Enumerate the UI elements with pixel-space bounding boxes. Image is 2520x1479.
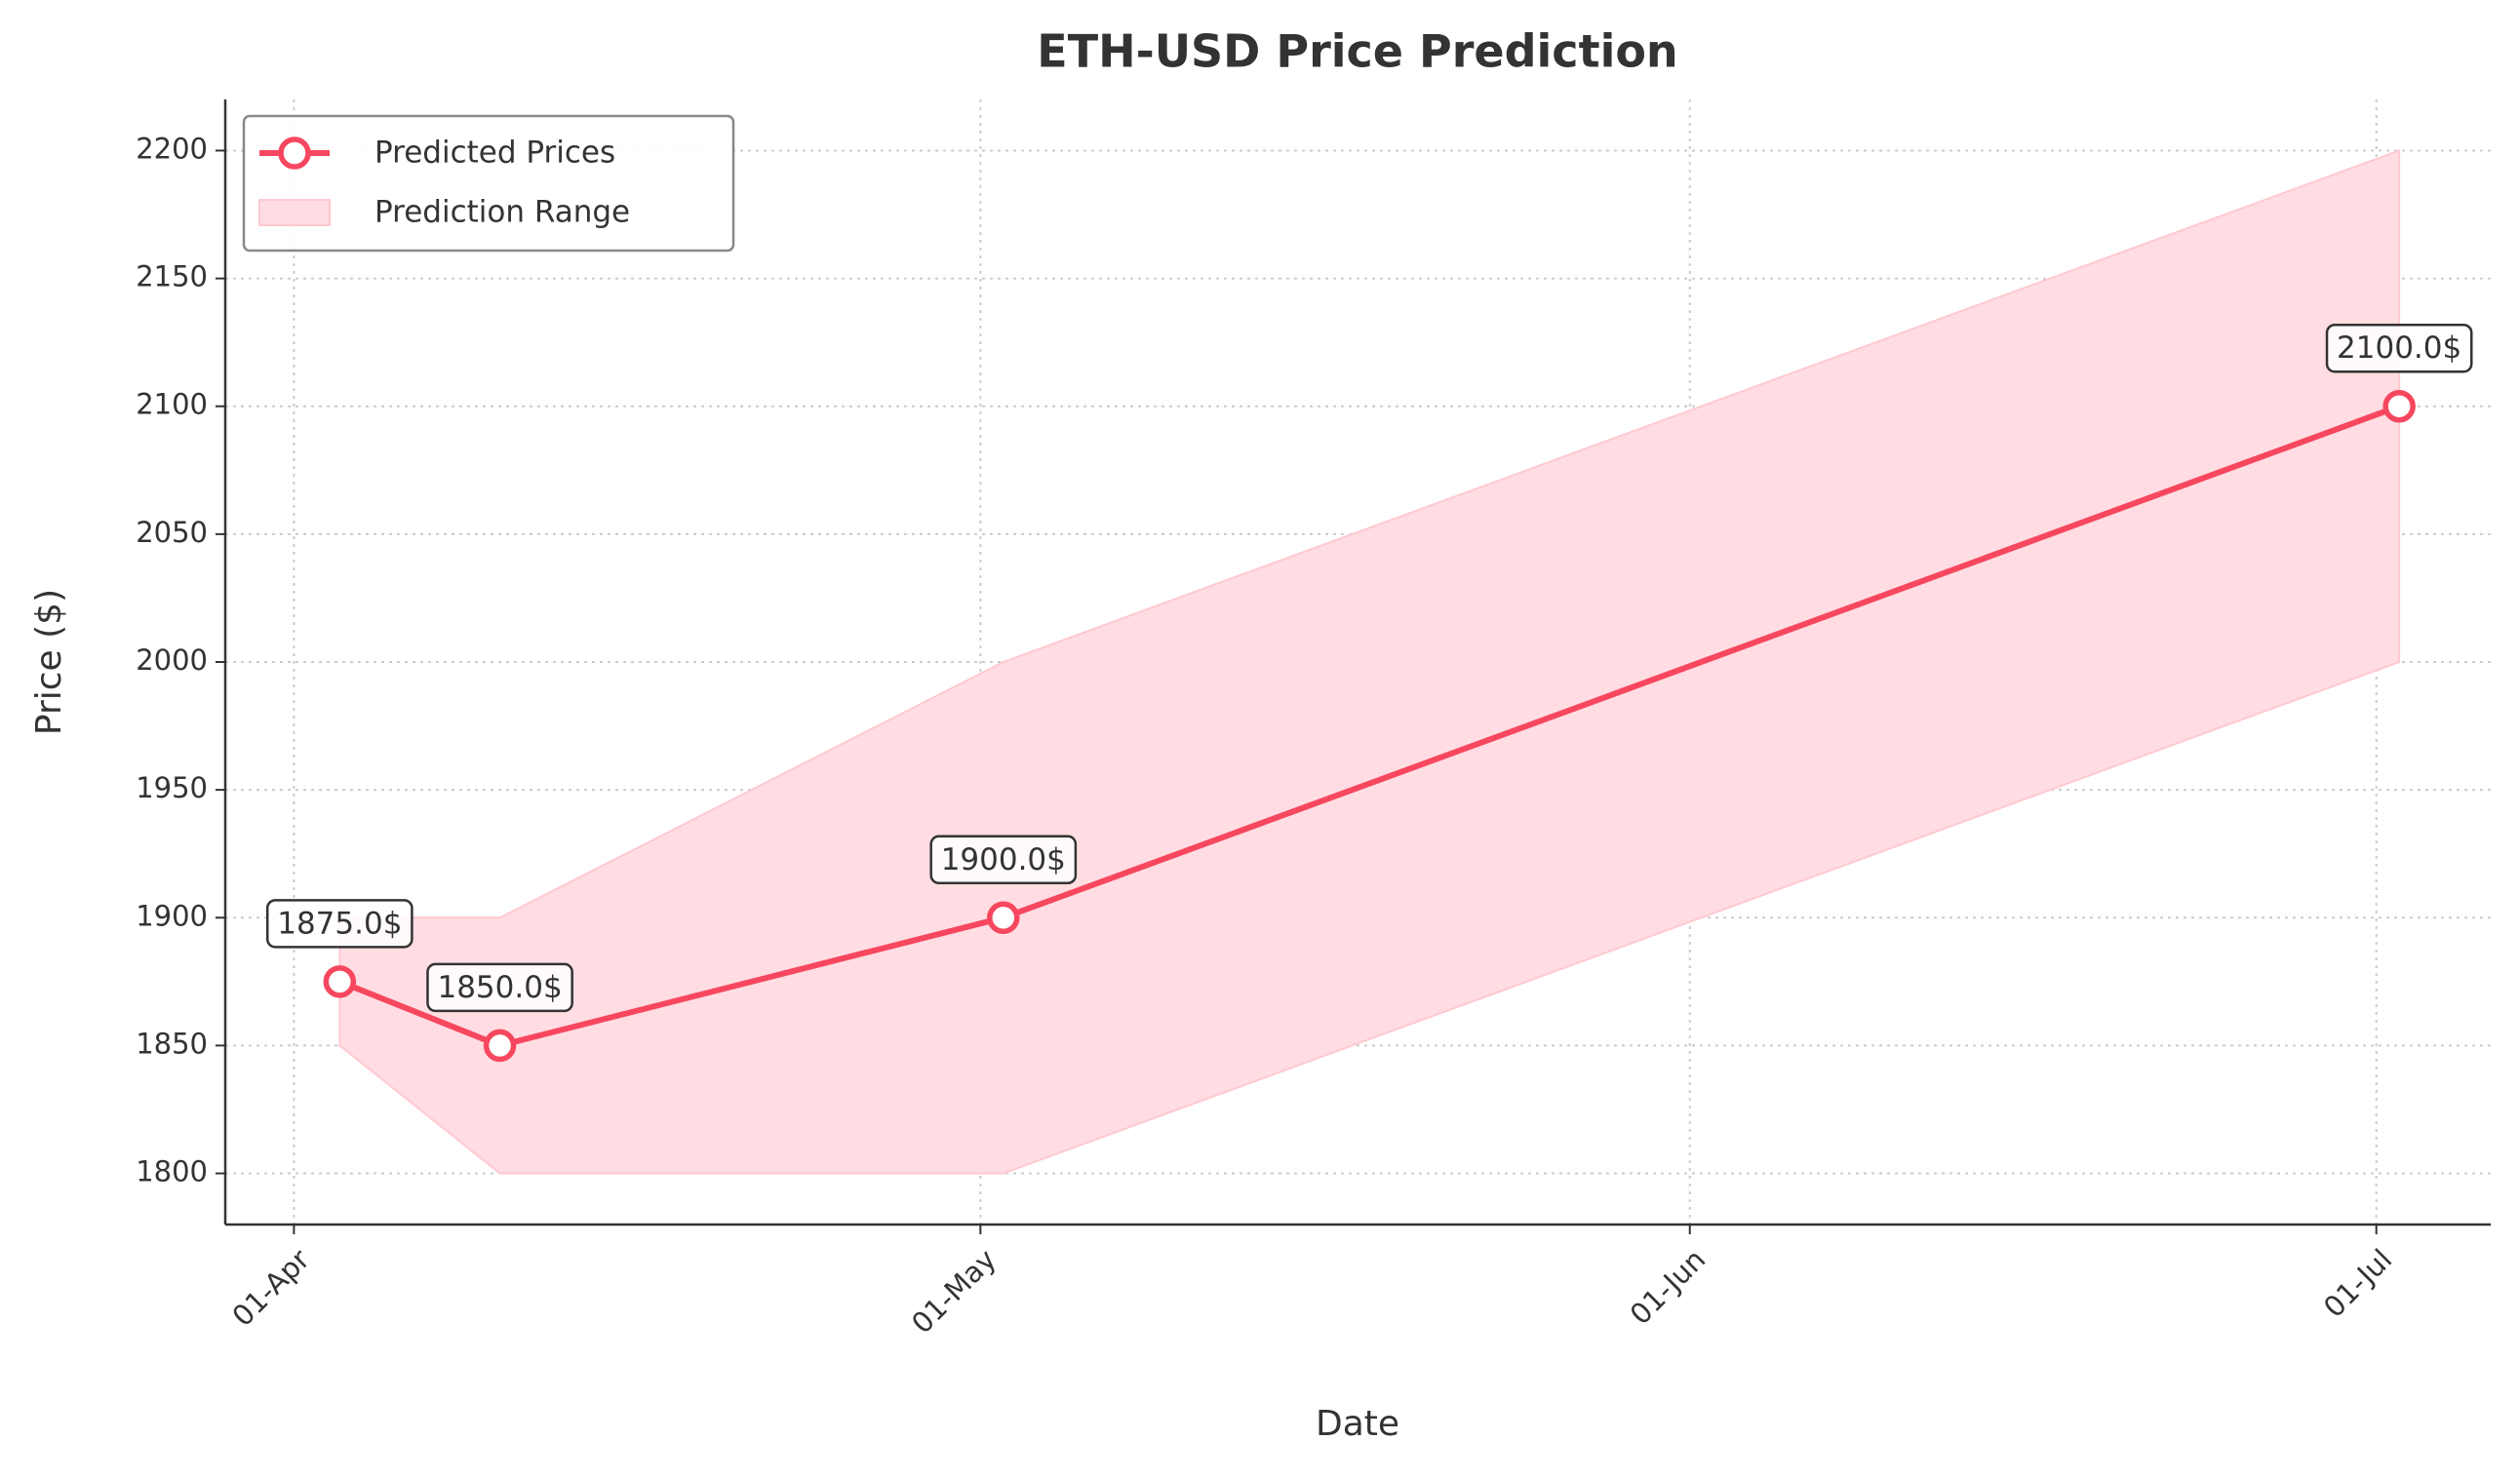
y-tick-label: 2150 — [136, 260, 208, 293]
price-line — [338, 403, 2401, 1049]
value-label: 1875.0$ — [265, 899, 413, 949]
value-label: 1850.0$ — [426, 962, 573, 1013]
y-tick-label: 2200 — [136, 132, 208, 165]
legend-label: Predicted Prices — [374, 136, 615, 171]
x-tick-label: 01-Jul — [2317, 1243, 2398, 1324]
price-point — [987, 901, 1020, 935]
legend-swatch — [258, 199, 331, 226]
legend-box — [242, 114, 735, 253]
legend-marker — [278, 136, 311, 170]
y-tick-label: 1900 — [136, 899, 208, 932]
y-tick-label: 2100 — [136, 388, 208, 421]
chart-title: ETH-USD Price Prediction — [1037, 25, 1677, 78]
y-tick-label: 1950 — [136, 771, 208, 804]
value-label-box — [2325, 323, 2473, 373]
price-point — [323, 965, 357, 998]
x-tick-label: 01-Jun — [1624, 1243, 1713, 1332]
x-tick-label: 01-May — [905, 1243, 1003, 1341]
y-axis-label: Price ($) — [29, 589, 69, 735]
value-label-box — [265, 899, 413, 949]
y-tick-label: 1850 — [136, 1027, 208, 1060]
value-label-box — [426, 962, 573, 1013]
legend: Predicted Prices Prediction Range — [242, 114, 735, 253]
value-label: 2100.0$ — [2325, 323, 2473, 373]
y-tick-label: 1800 — [136, 1155, 208, 1188]
prediction-range — [338, 149, 2401, 1175]
legend-label: Prediction Range — [374, 195, 630, 230]
value-label-text: 1900.0$ — [941, 842, 1066, 877]
value-label-text: 2100.0$ — [2337, 331, 2461, 366]
x-tick-label: 01-Apr — [225, 1243, 316, 1334]
value-label-box — [929, 835, 1078, 885]
y-tick-label: 2050 — [136, 516, 208, 549]
value-label: 1900.0$ — [929, 835, 1078, 885]
y-tick-label: 2000 — [136, 643, 208, 677]
price-point — [2382, 389, 2416, 423]
value-label-text: 1875.0$ — [277, 906, 402, 941]
x-axis-label: Date — [1316, 1404, 1399, 1444]
price-point — [483, 1029, 517, 1063]
value-label-text: 1850.0$ — [437, 970, 562, 1005]
